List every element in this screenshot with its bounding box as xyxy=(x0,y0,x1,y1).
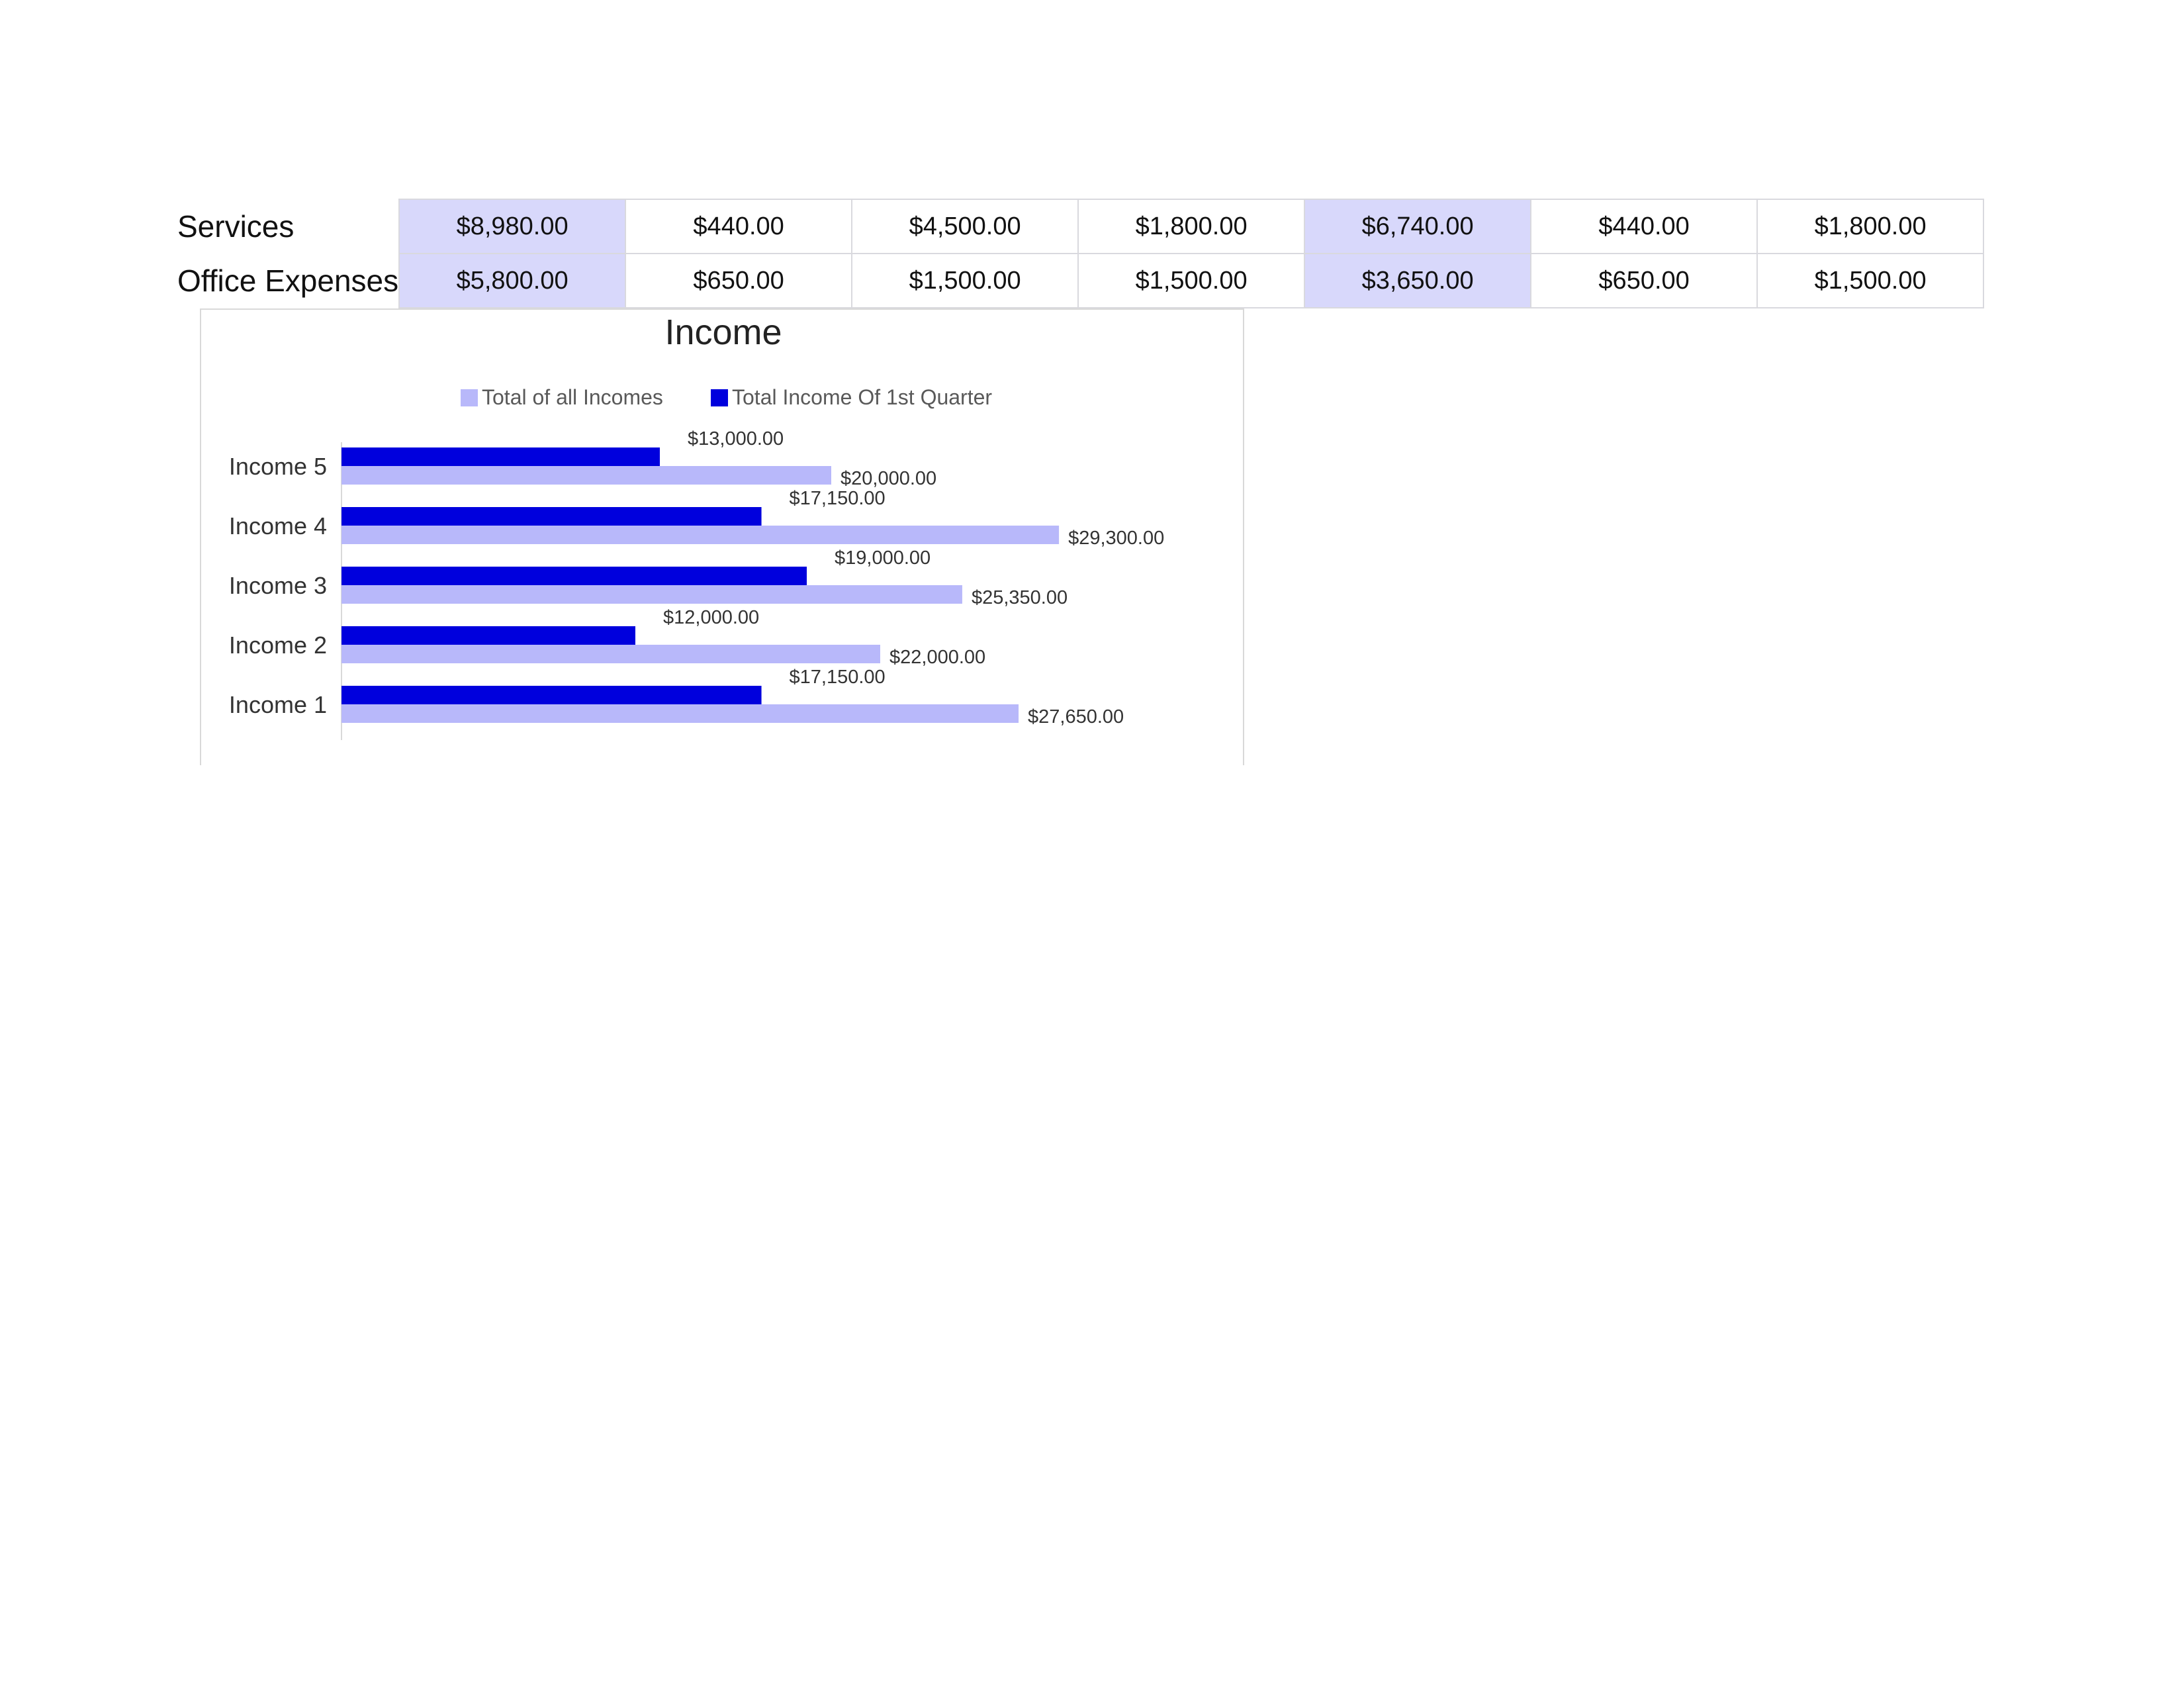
bar-total xyxy=(341,645,880,663)
cell[interactable]: $650.00 xyxy=(625,253,853,308)
bar-quarter xyxy=(341,507,762,526)
category-label: Income 1 xyxy=(229,691,327,718)
bar-quarter xyxy=(341,447,660,466)
cell[interactable]: $1,800.00 xyxy=(1077,199,1306,254)
data-label: $17,150.00 xyxy=(790,667,886,688)
legend-entry: Total Income Of 1st Quarter xyxy=(732,385,992,409)
bar-total xyxy=(341,526,1060,544)
table-row: Office Expenses $5,800.00 $650.00 $1,500… xyxy=(0,253,1985,308)
spreadsheet-table: Services $8,980.00 $440.00 $4,500.00 $1,… xyxy=(0,199,1985,308)
category-label: Income 4 xyxy=(229,512,327,539)
legend-swatch xyxy=(711,389,728,406)
cell[interactable]: $4,500.00 xyxy=(851,199,1079,254)
bar-quarter xyxy=(341,567,807,585)
cell[interactable]: $440.00 xyxy=(625,199,853,254)
category-label: Income 3 xyxy=(229,572,327,599)
cell[interactable]: $650.00 xyxy=(1530,253,1758,308)
bar-total xyxy=(341,466,831,485)
income-chart[interactable]: Income Total of all Incomes Total Income O… xyxy=(200,308,1244,765)
table-row: Services $8,980.00 $440.00 $4,500.00 $1,… xyxy=(0,199,1985,254)
income-chart-svg: Income Total of all Incomes Total Income O… xyxy=(229,312,1164,740)
legend-entry: Total of all Incomes xyxy=(482,385,663,409)
data-label: $27,650.00 xyxy=(1028,706,1124,727)
cell[interactable]: $1,500.00 xyxy=(1077,253,1306,308)
cell[interactable]: $1,500.00 xyxy=(851,253,1079,308)
cell[interactable]: $440.00 xyxy=(1530,199,1758,254)
data-label: $19,000.00 xyxy=(835,547,931,569)
cell[interactable]: $6,740.00 xyxy=(1304,199,1532,254)
cell[interactable]: $1,500.00 xyxy=(1756,253,1985,308)
data-label: $29,300.00 xyxy=(1068,528,1164,549)
data-label: $25,350.00 xyxy=(972,587,1068,608)
bar-total xyxy=(341,585,962,604)
category-label: Income 5 xyxy=(229,453,327,480)
row-label-services[interactable]: Services xyxy=(177,209,295,244)
cell[interactable]: $8,980.00 xyxy=(398,199,627,254)
data-label: $13,000.00 xyxy=(688,428,784,449)
legend-swatch xyxy=(461,389,478,406)
data-label: $22,000.00 xyxy=(889,647,985,668)
cell[interactable]: $1,800.00 xyxy=(1756,199,1985,254)
data-label: $20,000.00 xyxy=(841,468,936,489)
bar-quarter xyxy=(341,686,762,704)
chart-title: Income xyxy=(664,312,782,352)
cell[interactable]: $5,800.00 xyxy=(398,253,627,308)
data-label: $17,150.00 xyxy=(790,488,886,509)
row-label-office-expenses[interactable]: Office Expenses xyxy=(177,263,399,298)
data-label: $12,000.00 xyxy=(663,607,759,628)
bar-quarter xyxy=(341,626,635,645)
category-label: Income 2 xyxy=(229,632,327,659)
bar-total xyxy=(341,704,1019,723)
cell[interactable]: $3,650.00 xyxy=(1304,253,1532,308)
